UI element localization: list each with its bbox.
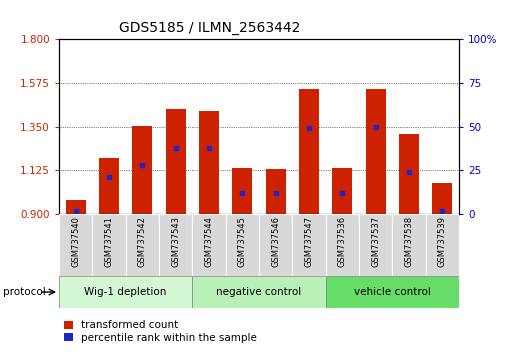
- Bar: [266, 170, 286, 214]
- Bar: [166, 109, 186, 214]
- Bar: [399, 134, 419, 214]
- Bar: [126, 214, 159, 276]
- Bar: [366, 88, 386, 214]
- Text: GSM737538: GSM737538: [405, 216, 413, 267]
- Text: GSM737536: GSM737536: [338, 216, 347, 267]
- Bar: [226, 214, 259, 276]
- Bar: [159, 214, 192, 276]
- Bar: [292, 214, 326, 276]
- Bar: [99, 158, 119, 214]
- Bar: [392, 214, 426, 276]
- Text: negative control: negative control: [216, 287, 302, 297]
- Text: GSM737545: GSM737545: [238, 216, 247, 267]
- Bar: [199, 111, 219, 214]
- Bar: [432, 183, 452, 214]
- Text: GSM737547: GSM737547: [305, 216, 313, 267]
- Bar: [132, 126, 152, 214]
- Bar: [426, 214, 459, 276]
- Text: GSM737544: GSM737544: [205, 216, 213, 267]
- Text: GSM737540: GSM737540: [71, 216, 80, 267]
- Legend: transformed count, percentile rank within the sample: transformed count, percentile rank withi…: [64, 320, 256, 343]
- Text: GDS5185 / ILMN_2563442: GDS5185 / ILMN_2563442: [119, 21, 301, 35]
- Text: GSM737543: GSM737543: [171, 216, 180, 267]
- Text: protocol: protocol: [3, 287, 45, 297]
- Text: Wig-1 depletion: Wig-1 depletion: [85, 287, 167, 297]
- Bar: [192, 214, 226, 276]
- Text: vehicle control: vehicle control: [354, 287, 431, 297]
- Text: GSM737542: GSM737542: [138, 216, 147, 267]
- Text: GSM737537: GSM737537: [371, 216, 380, 267]
- Bar: [232, 169, 252, 214]
- Text: GSM737541: GSM737541: [105, 216, 113, 267]
- Bar: [332, 169, 352, 214]
- Bar: [192, 276, 326, 308]
- Bar: [66, 200, 86, 214]
- Bar: [59, 276, 192, 308]
- Bar: [326, 276, 459, 308]
- Bar: [326, 214, 359, 276]
- Bar: [299, 88, 319, 214]
- Bar: [359, 214, 392, 276]
- Text: GSM737539: GSM737539: [438, 216, 447, 267]
- Bar: [259, 214, 292, 276]
- Bar: [92, 214, 126, 276]
- Bar: [59, 214, 92, 276]
- Text: GSM737546: GSM737546: [271, 216, 280, 267]
